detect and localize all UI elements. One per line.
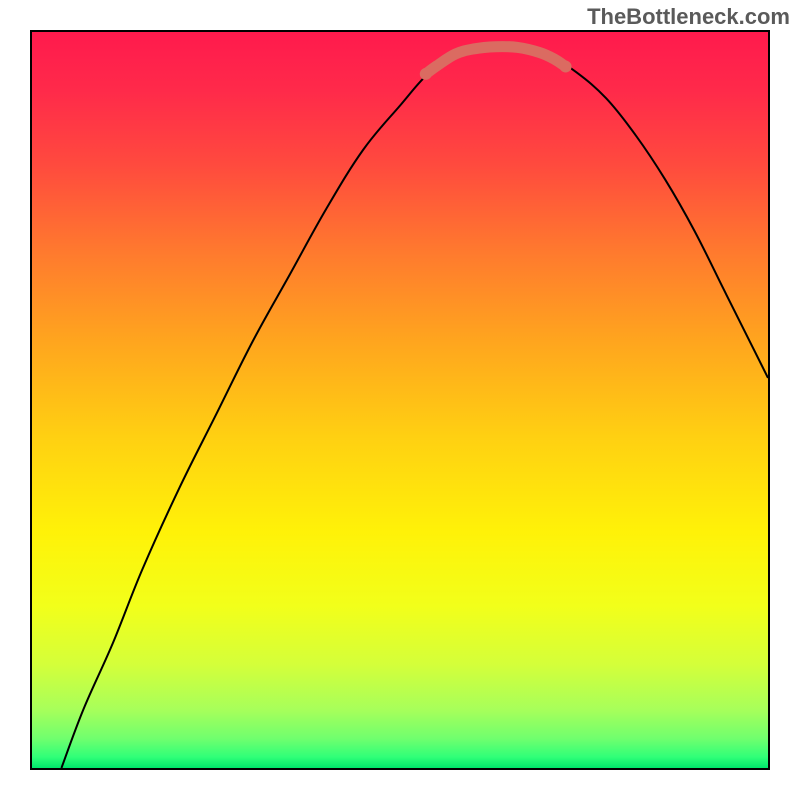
- plot-area: [30, 30, 770, 770]
- curve-overlay: [32, 32, 768, 768]
- highlight-dot-left: [420, 68, 432, 80]
- chart-canvas: TheBottleneck.com: [0, 0, 800, 800]
- highlight-dot-right: [560, 61, 572, 73]
- watermark-text: TheBottleneck.com: [587, 4, 790, 30]
- bottleneck-curve: [61, 46, 768, 768]
- highlight-band: [426, 47, 566, 74]
